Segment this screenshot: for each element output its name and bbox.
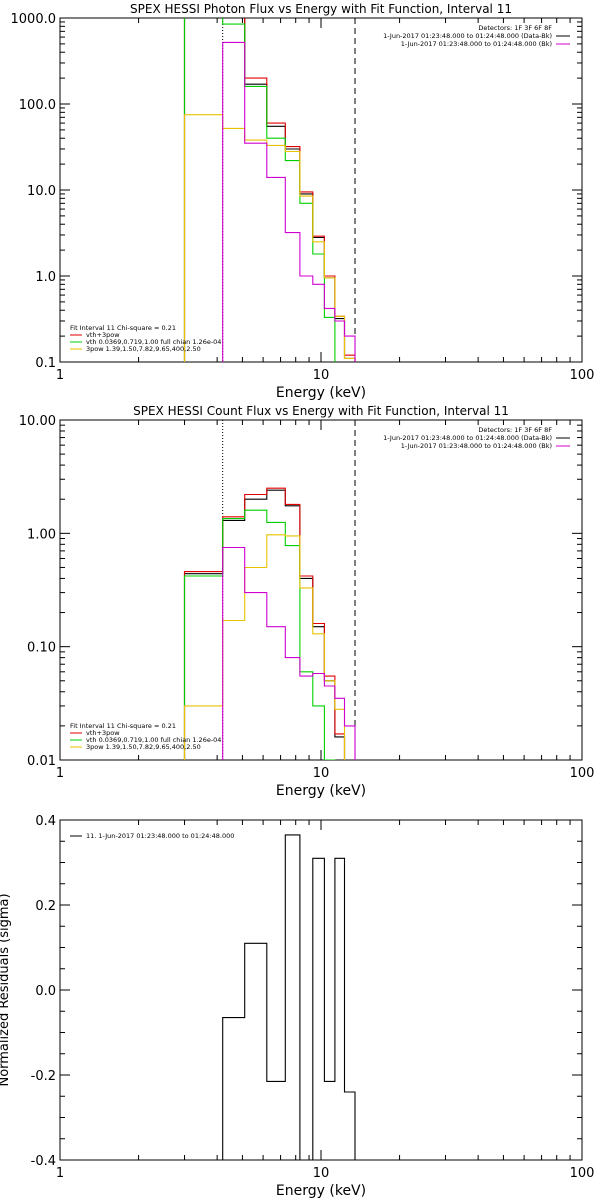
x-axis-label: Energy (keV) [276,385,366,401]
x-tick-label: 1 [56,766,64,781]
legend-entry: 3pow 1.39,1.50,7.82,9.65,400,2.50 [86,345,201,353]
legend-entry: 11. 1-Jun-2017 01:23:48.000 to 01:24:48.… [86,832,234,840]
x-tick-label: 100 [570,766,595,781]
series-green-line [183,509,336,760]
x-tick-label: 10 [313,368,330,383]
x-tick-label: 10 [313,1166,330,1181]
chart-title: SPEX HESSI Count Flux vs Energy with Fit… [133,404,509,418]
chart-panel-1: 1 10 100 0.1 1.0 10.0 100.0 1000.0 SPEX HESSI Ph… [11,2,595,401]
legend-entry: vth 0.0369,0.719,1.00 full chian 1.26e-0… [86,736,221,744]
chart-panel-3: 1 10 100 -0.4 -0.2 0.0 0.2 0.4 Energy (keV) Norma… [0,814,594,1199]
legend-entry: vth+3pow [86,331,120,339]
chart-title: SPEX HESSI Photon Flux vs Energy with Fi… [130,2,512,16]
y-tick-label: 10.0 [27,184,56,199]
series-yellow-line [183,534,346,760]
info-line: 1-Jun-2017 01:23:48.000 to 01:24:48.000 … [383,434,552,442]
y-tick-label: 10.00 [19,414,56,429]
info-line: 1-Jun-2017 01:23:48.000 to 01:24:48.000 … [383,32,552,40]
info-line: Detectors: 1F 3F 6F 8F [478,24,552,32]
plot-frame [59,419,583,761]
y-tick-label: 1000.0 [11,12,57,27]
legend-entry: vth+3pow [86,729,120,737]
series-magenta-line [222,41,356,362]
y-tick-label: 0.1 [35,356,56,371]
plot-frame [59,819,583,1161]
y-tick-label: 100.0 [19,98,56,113]
x-tick-label: 10 [313,766,330,781]
x-tick-label: 100 [570,368,595,383]
y-tick-label: 0.0 [35,984,56,999]
y-tick-label: 1.0 [35,270,56,285]
info-line: Detectors: 1F 3F 6F 8F [478,426,552,434]
info-line: 1-Jun-2017 01:23:48.000 to 01:24:48.000 … [401,40,552,48]
x-tick-label: 1 [56,1166,64,1181]
series-green-line [183,18,336,362]
legend-header: Fit Interval 11 Chi-square = 0.21 [70,324,176,332]
x-axis-label: Energy (keV) [276,783,366,799]
x-tick-label: 1 [56,368,64,383]
series-magenta-line [222,546,356,760]
y-tick-label: 1.00 [27,527,56,542]
plot-frame [59,17,583,363]
y-tick-label: 0.01 [27,754,56,769]
y-tick-label: 0.2 [35,899,56,914]
legend-entry: vth 0.0369,0.719,1.00 full chian 1.26e-0… [86,338,221,346]
y-tick-label: -0.2 [31,1069,56,1084]
series-yellow-line [183,114,356,362]
info-line: 1-Jun-2017 01:23:48.000 to 01:24:48.000 … [401,442,552,450]
series-red-line [183,18,356,362]
legend-entry: 3pow 1.39,1.50,7.82,9.65,400,2.50 [86,743,201,751]
y-axis-label: Normalized Residuals (sigma) [0,893,12,1086]
x-tick-label: 100 [570,1166,595,1181]
x-axis-label: Energy (keV) [276,1183,366,1199]
y-tick-label: 0.4 [35,814,56,829]
series-black-line [222,834,356,1160]
y-tick-label: -0.4 [31,1154,56,1169]
legend-header: Fit Interval 11 Chi-square = 0.21 [70,722,176,730]
series-black-line [183,18,356,362]
chart-panel-2: 1 10 100 0.01 0.10 1.00 10.00 SPEX HESSI Count … [19,404,595,799]
y-tick-label: 0.10 [27,641,56,656]
